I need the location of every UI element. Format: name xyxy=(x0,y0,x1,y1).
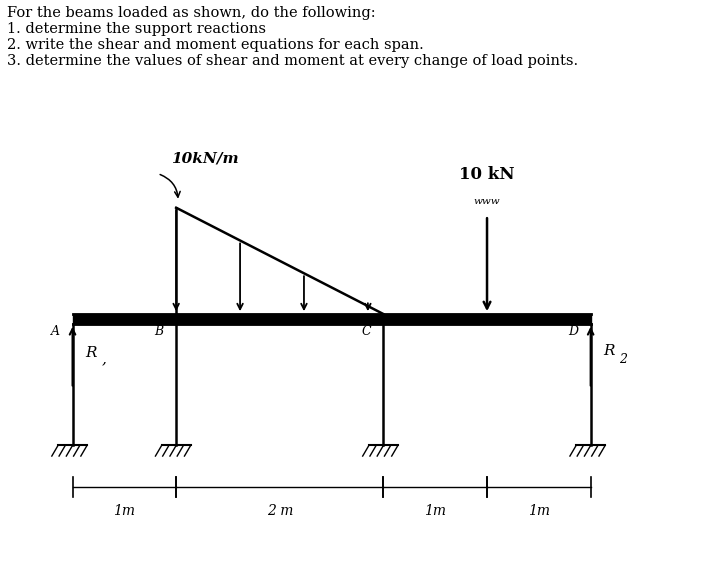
Text: R: R xyxy=(603,344,615,358)
Text: A: A xyxy=(51,325,60,338)
Text: 1m: 1m xyxy=(424,504,446,518)
Text: 2 m: 2 m xyxy=(267,504,293,518)
Text: ,: , xyxy=(102,352,107,366)
Text: C: C xyxy=(361,325,371,338)
Text: B: B xyxy=(154,325,164,338)
Text: 1m: 1m xyxy=(528,504,550,518)
Text: 10 kN: 10 kN xyxy=(459,166,515,183)
Text: 1m: 1m xyxy=(114,504,135,518)
Text: 10kN/m: 10kN/m xyxy=(171,152,239,166)
Text: 2: 2 xyxy=(618,353,626,366)
Text: For the beams loaded as shown, do the following:
1. determine the support reacti: For the beams loaded as shown, do the fo… xyxy=(7,6,578,68)
Text: www: www xyxy=(474,197,500,206)
Text: D: D xyxy=(568,325,578,338)
Text: R: R xyxy=(85,346,97,360)
